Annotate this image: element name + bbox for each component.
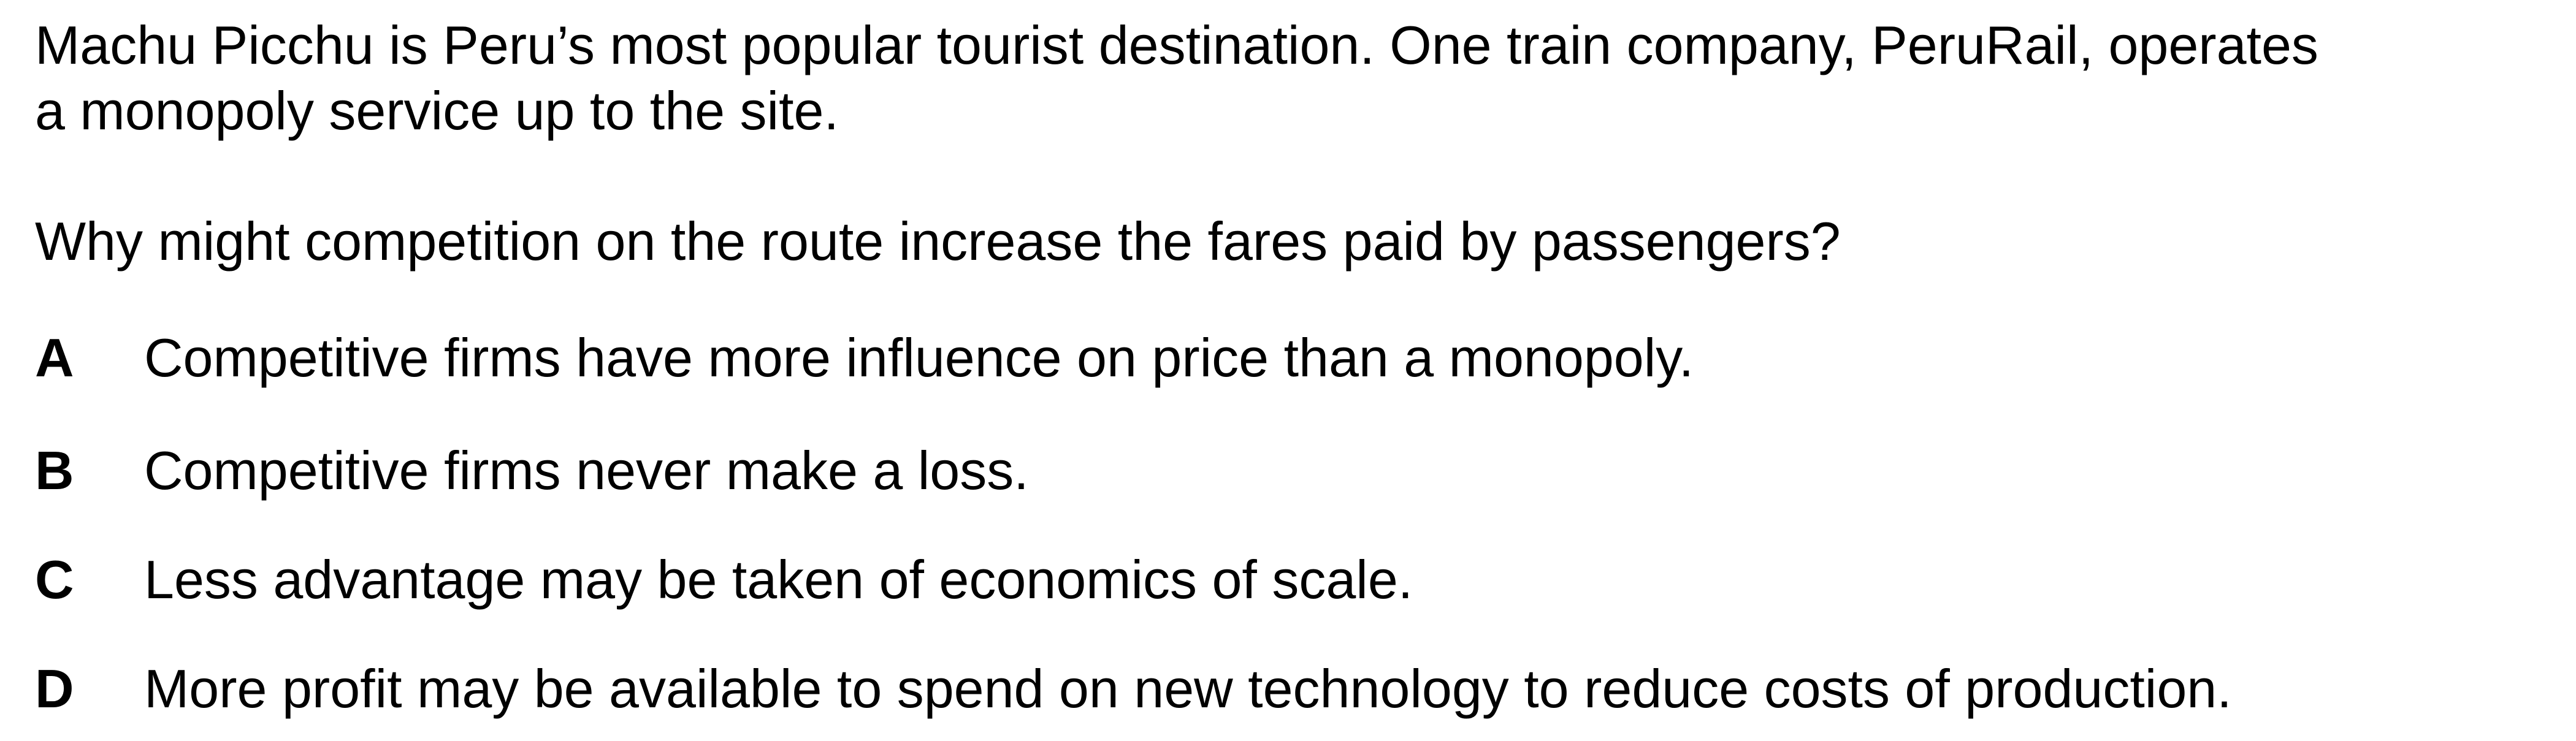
option-letter: B — [35, 440, 74, 501]
option-text: More profit may be available to spend on… — [144, 658, 2232, 719]
option-text: Competitive firms never make a loss. — [144, 440, 1029, 501]
option-c[interactable]: C Less advantage may be taken of economi… — [35, 547, 2537, 612]
option-text: Competitive firms have more influence on… — [144, 327, 1694, 388]
stem-line-2: a monopoly service up to the site. — [35, 80, 839, 141]
option-text: Less advantage may be taken of economics… — [144, 549, 1413, 610]
option-letter: A — [35, 327, 74, 388]
option-letter: C — [35, 549, 74, 610]
option-a[interactable]: A Competitive firms have more influence … — [35, 325, 2537, 390]
stem-line-1: Machu Picchu is Peru’s most popular tour… — [35, 15, 2318, 75]
option-b[interactable]: B Competitive firms never make a loss. — [35, 438, 2537, 503]
question-stem: Machu Picchu is Peru’s most popular tour… — [35, 12, 2537, 143]
question-text: Why might competition on the route incre… — [35, 211, 1841, 272]
option-letter: D — [35, 658, 74, 719]
option-d[interactable]: D More profit may be available to spend … — [35, 656, 2537, 721]
